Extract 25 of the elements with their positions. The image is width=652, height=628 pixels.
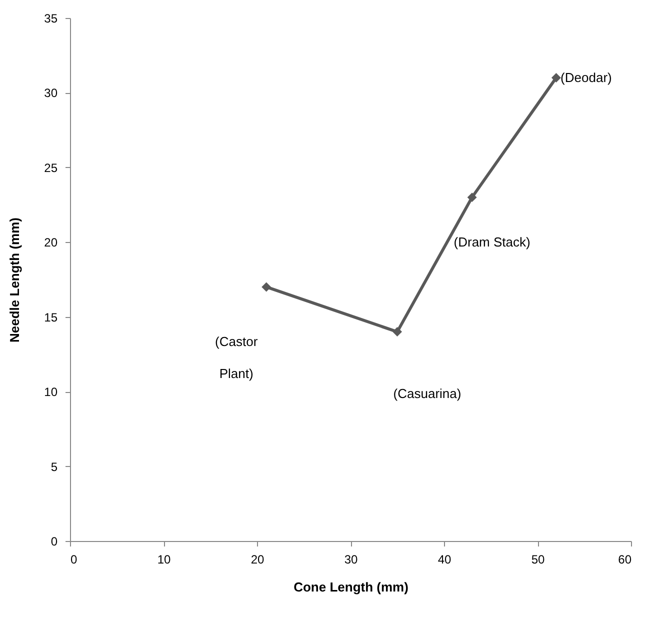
y-tick-label: 35 <box>44 12 58 26</box>
y-tick-label: 20 <box>44 236 58 250</box>
x-axis-title: Cone Length (mm) <box>294 580 408 594</box>
annotation: (Casuarina) <box>393 386 462 401</box>
y-tick-label: 0 <box>50 534 58 548</box>
y-tick-label: 10 <box>44 385 58 400</box>
text: (Castor Plant) <box>215 334 258 381</box>
annotation: (Dram Stack) <box>454 234 530 250</box>
point <box>392 327 402 337</box>
y-tick-label: 5 <box>50 460 58 474</box>
y-tick-label: 15 <box>44 310 58 324</box>
x-tick-label: 60 <box>618 552 632 566</box>
y-axis-title: Needle Length (mm) <box>7 218 22 342</box>
y-tick-label: 30 <box>44 86 58 100</box>
x-tick-label: 0 <box>70 552 78 566</box>
point <box>551 73 561 83</box>
x-tick-label: 40 <box>438 552 452 566</box>
y-tick-label: 25 <box>44 160 58 175</box>
point <box>262 282 272 292</box>
x-tick-label: 10 <box>157 552 171 566</box>
point <box>467 192 477 202</box>
x-tick-label: 20 <box>250 552 264 566</box>
annotation: (Deodar) <box>560 70 612 85</box>
x-tick-label: 30 <box>344 552 358 566</box>
x-tick-label: 50 <box>531 552 545 566</box>
